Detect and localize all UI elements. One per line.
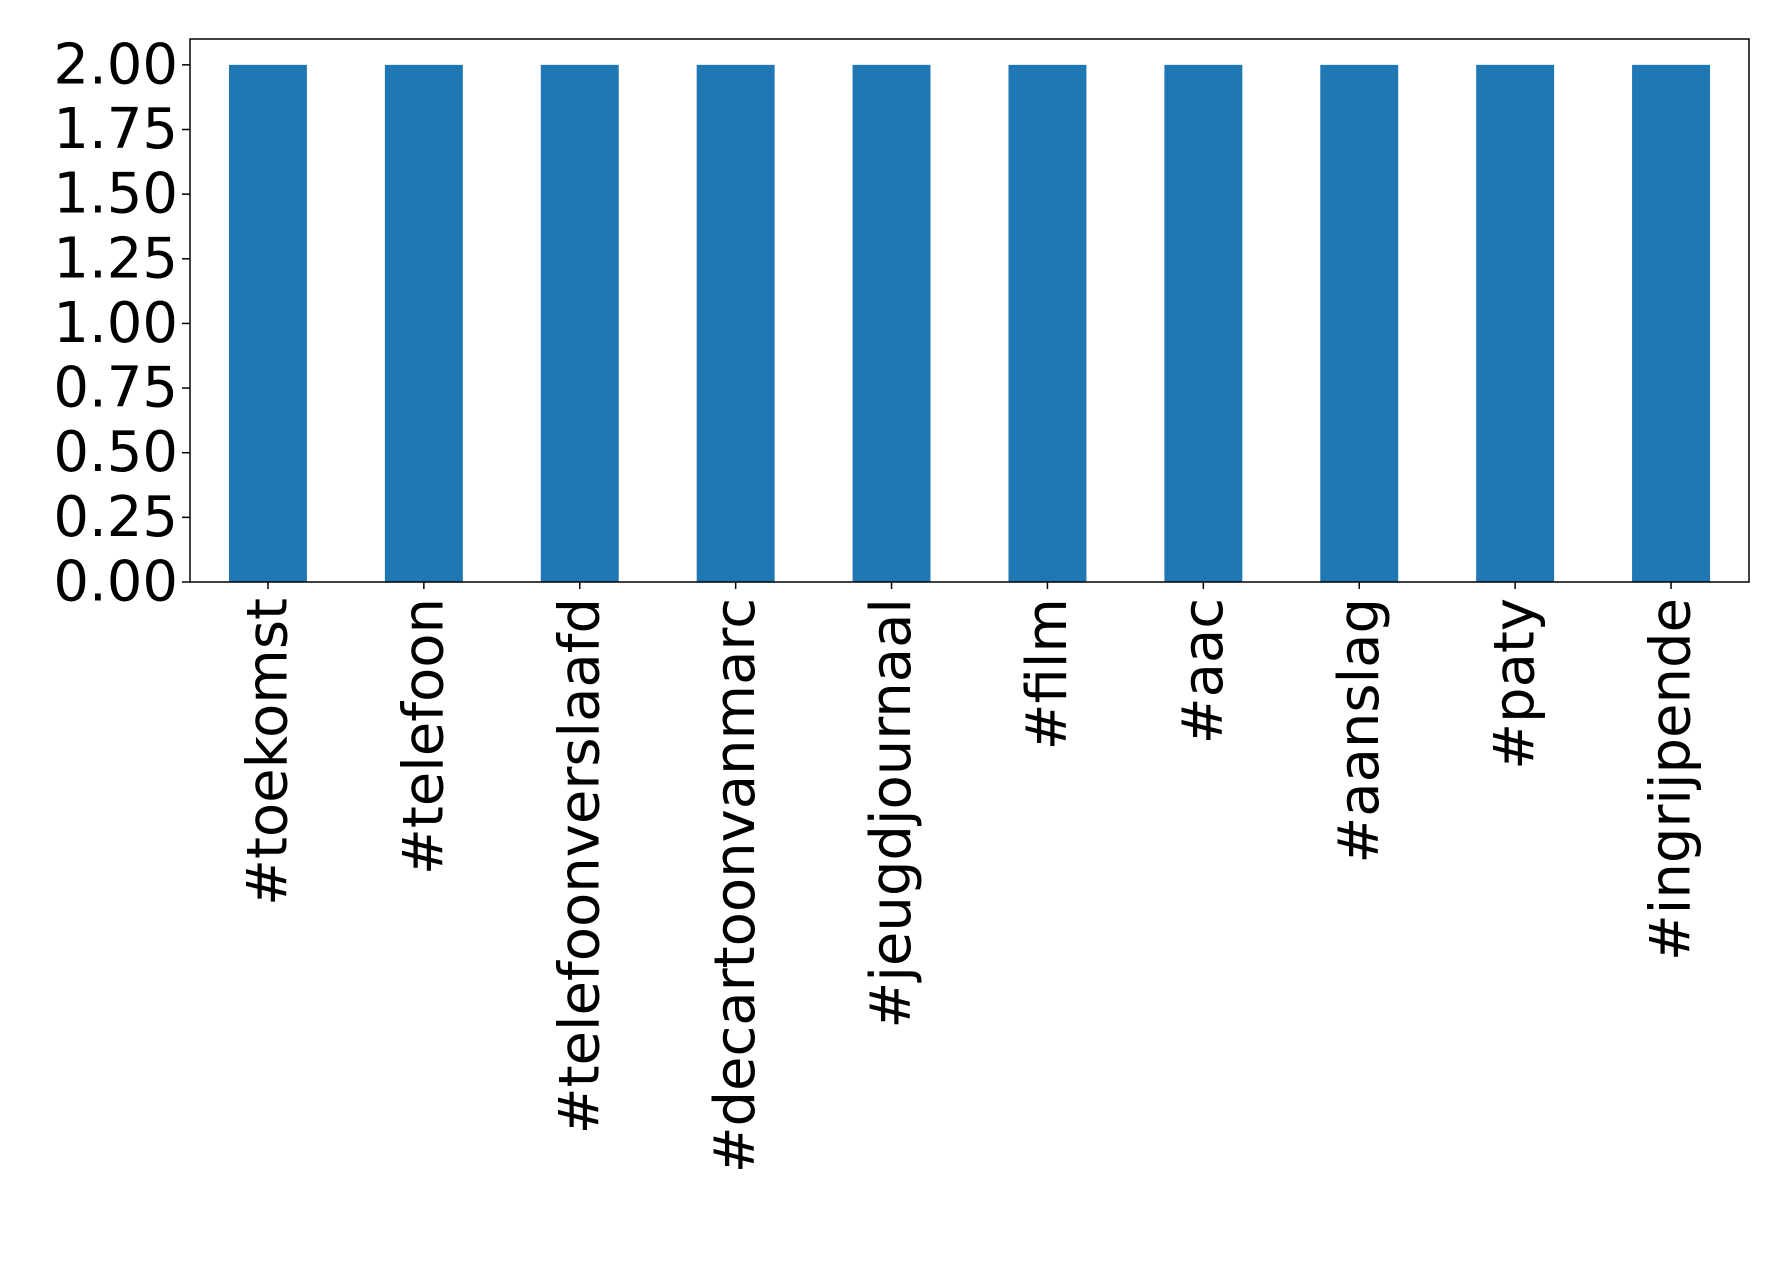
y-tick-label: 0.25 bbox=[53, 485, 178, 550]
y-tick-label: 0.75 bbox=[53, 356, 178, 421]
x-tick-label: #telefoonverslaafd bbox=[547, 598, 612, 1134]
x-axis: #toekomst #telefoon #telefoonverslaafd #dec… bbox=[235, 582, 1704, 1173]
x-tick-label: #decartoonvanmarc bbox=[703, 598, 768, 1173]
x-tick-label: #jeugdjournaal bbox=[859, 598, 924, 1029]
bars-group bbox=[228, 64, 1711, 583]
y-tick-label: 1.75 bbox=[53, 97, 178, 162]
x-tick-label: #ingrijpende bbox=[1639, 598, 1704, 961]
y-tick-label: 2.00 bbox=[53, 32, 178, 97]
y-tick-label: 0.00 bbox=[53, 550, 178, 615]
x-tick-label: #aanslag bbox=[1327, 598, 1392, 864]
bar bbox=[1632, 64, 1711, 583]
x-tick-label: #telefoon bbox=[391, 598, 456, 875]
bar bbox=[1164, 64, 1243, 583]
plot-frame bbox=[189, 38, 1750, 583]
x-tick-label: #toekomst bbox=[235, 598, 300, 906]
bar bbox=[384, 64, 463, 583]
y-tick-label: 0.50 bbox=[53, 420, 178, 485]
x-tick-label: #film bbox=[1015, 598, 1080, 750]
y-tick-label: 1.25 bbox=[53, 226, 178, 291]
bar bbox=[540, 64, 619, 583]
y-tick-label: 1.50 bbox=[53, 162, 178, 227]
bar bbox=[696, 64, 775, 583]
y-tick-label: 1.00 bbox=[53, 291, 178, 356]
bar bbox=[228, 64, 307, 583]
bar bbox=[852, 64, 931, 583]
y-axis: 0.000.250.500.751.001.251.501.752.00 bbox=[53, 32, 190, 615]
x-tick-label: #paty bbox=[1483, 598, 1548, 770]
x-tick-label: #aac bbox=[1171, 598, 1236, 744]
bar bbox=[1008, 64, 1087, 583]
bar bbox=[1476, 64, 1555, 583]
bar bbox=[1320, 64, 1399, 583]
